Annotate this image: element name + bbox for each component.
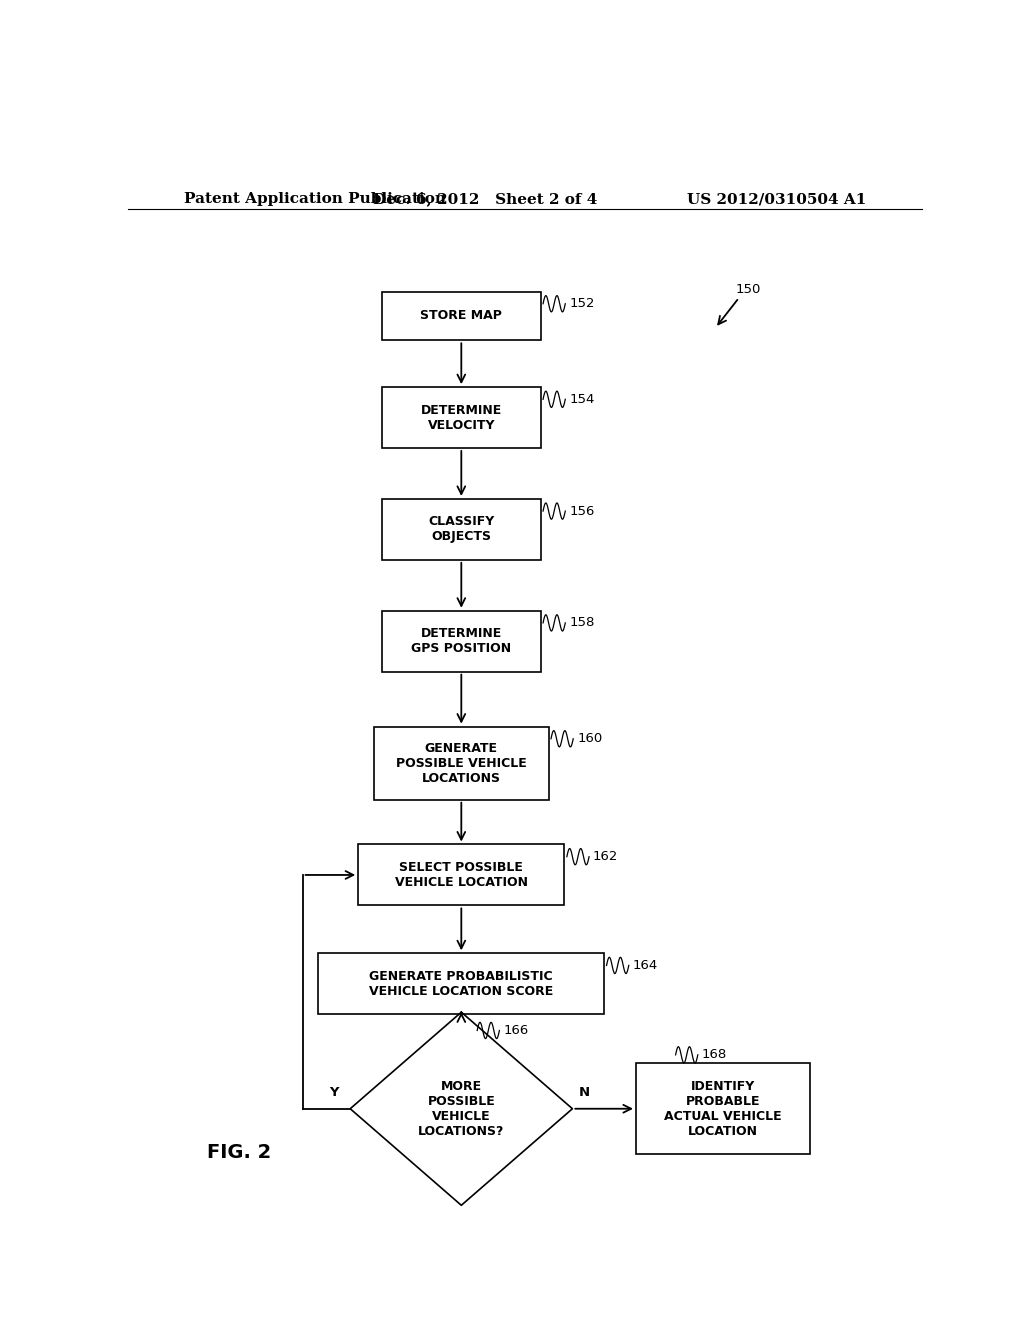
- Text: DETERMINE
GPS POSITION: DETERMINE GPS POSITION: [412, 627, 511, 655]
- Text: MORE
POSSIBLE
VEHICLE
LOCATIONS?: MORE POSSIBLE VEHICLE LOCATIONS?: [418, 1080, 505, 1138]
- Text: STORE MAP: STORE MAP: [421, 309, 502, 322]
- FancyBboxPatch shape: [382, 292, 541, 341]
- Text: N: N: [579, 1085, 590, 1098]
- Text: US 2012/0310504 A1: US 2012/0310504 A1: [687, 191, 866, 206]
- Text: 156: 156: [569, 504, 595, 517]
- Text: 154: 154: [569, 393, 595, 405]
- Text: Dec. 6, 2012   Sheet 2 of 4: Dec. 6, 2012 Sheet 2 of 4: [373, 191, 597, 206]
- Text: CLASSIFY
OBJECTS: CLASSIFY OBJECTS: [428, 515, 495, 544]
- Text: SELECT POSSIBLE
VEHICLE LOCATION: SELECT POSSIBLE VEHICLE LOCATION: [395, 861, 527, 888]
- Text: 166: 166: [504, 1024, 528, 1038]
- Text: 168: 168: [701, 1048, 727, 1061]
- FancyBboxPatch shape: [374, 726, 549, 800]
- Text: 160: 160: [578, 733, 602, 746]
- FancyBboxPatch shape: [382, 387, 541, 447]
- FancyBboxPatch shape: [318, 953, 604, 1014]
- Text: DETERMINE
VELOCITY: DETERMINE VELOCITY: [421, 404, 502, 432]
- Text: IDENTIFY
PROBABLE
ACTUAL VEHICLE
LOCATION: IDENTIFY PROBABLE ACTUAL VEHICLE LOCATIO…: [665, 1080, 782, 1138]
- Text: 164: 164: [633, 958, 658, 972]
- Text: 152: 152: [569, 297, 595, 310]
- FancyBboxPatch shape: [358, 845, 564, 906]
- FancyBboxPatch shape: [636, 1063, 811, 1155]
- Text: Patent Application Publication: Patent Application Publication: [183, 191, 445, 206]
- Text: Y: Y: [329, 1085, 338, 1098]
- Text: 150: 150: [735, 282, 761, 296]
- Text: GENERATE
POSSIBLE VEHICLE
LOCATIONS: GENERATE POSSIBLE VEHICLE LOCATIONS: [396, 742, 526, 784]
- Text: GENERATE PROBABILISTIC
VEHICLE LOCATION SCORE: GENERATE PROBABILISTIC VEHICLE LOCATION …: [370, 970, 553, 998]
- FancyBboxPatch shape: [382, 499, 541, 560]
- Text: FIG. 2: FIG. 2: [207, 1143, 271, 1162]
- Text: 162: 162: [593, 850, 618, 863]
- Text: 158: 158: [569, 616, 595, 630]
- FancyBboxPatch shape: [382, 611, 541, 672]
